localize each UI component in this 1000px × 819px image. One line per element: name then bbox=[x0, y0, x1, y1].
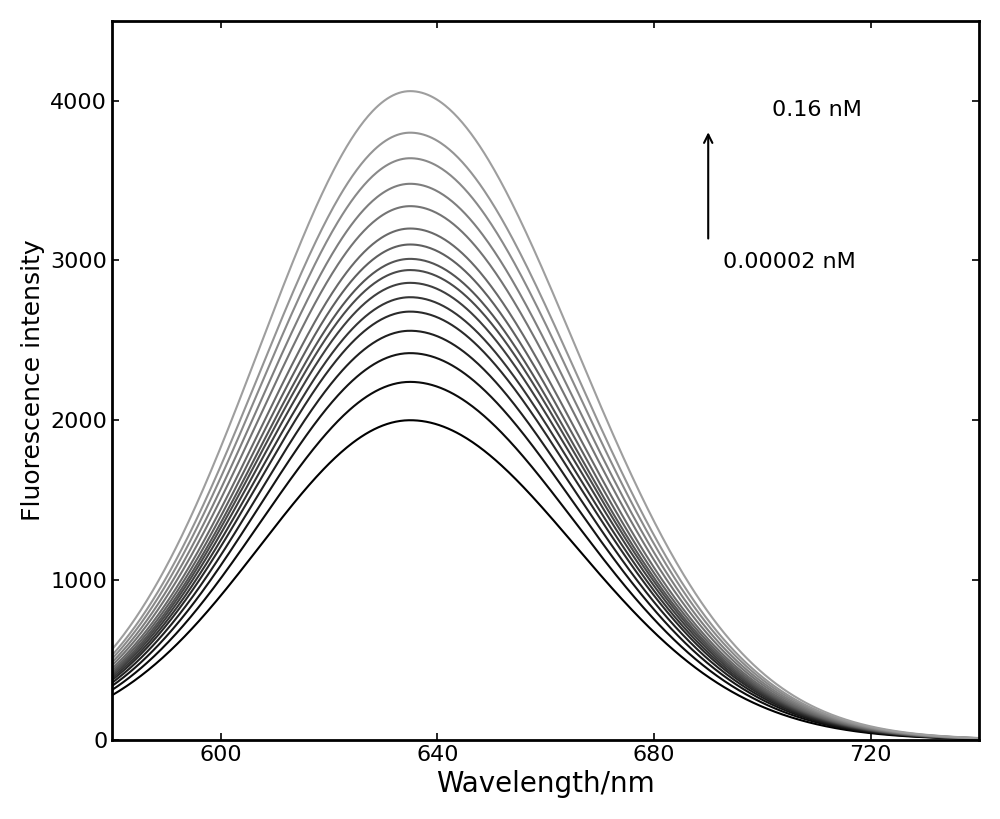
X-axis label: Wavelength/nm: Wavelength/nm bbox=[436, 770, 655, 799]
Text: 0.00002 nM: 0.00002 nM bbox=[723, 252, 856, 273]
Text: 0.16 nM: 0.16 nM bbox=[772, 100, 862, 120]
Y-axis label: Fluorescence intensity: Fluorescence intensity bbox=[21, 239, 45, 521]
